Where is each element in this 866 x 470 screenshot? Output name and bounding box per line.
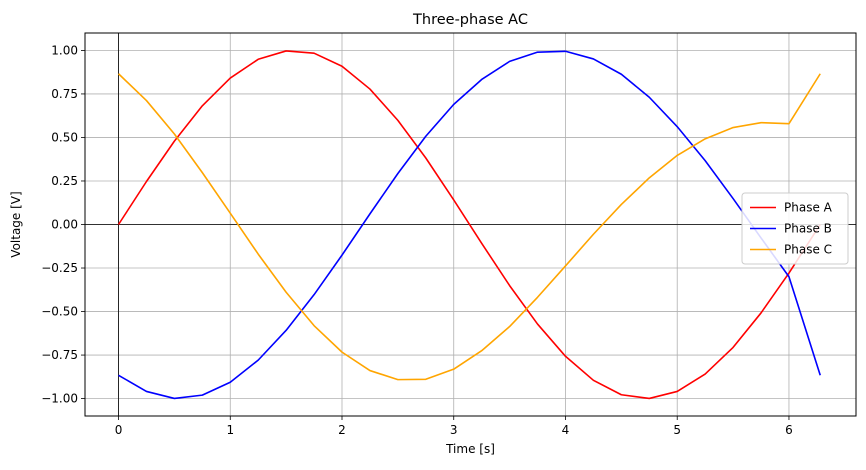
y-tick-label: −0.75 (41, 348, 78, 362)
legend-box (741, 192, 849, 265)
y-tick-label: −0.50 (41, 305, 78, 319)
x-tick-label: 2 (338, 423, 346, 437)
x-axis-label: Time [s] (445, 442, 495, 456)
legend-label: Phase B (784, 222, 832, 236)
series-line-phase-a (117, 50, 821, 400)
series-lines (117, 50, 822, 400)
series-line-phase-c (117, 73, 821, 381)
y-axis-ticks: −1.00 −0.75 −0.50 −0.25 0.00 0.25 0.50 0.75 1.00 (41, 43, 85, 406)
legend: Phase A Phase B Phase C (741, 192, 849, 265)
y-tick-label: 0.50 (51, 130, 78, 144)
y-tick-label: 1.00 (51, 43, 78, 57)
y-tick-label: 0.00 (51, 218, 78, 232)
y-axis-label: Voltage [V] (9, 191, 23, 257)
legend-label: Phase C (784, 243, 832, 257)
x-tick-label: 3 (450, 423, 458, 437)
y-tick-label: 0.25 (51, 174, 78, 188)
x-tick-label: 0 (115, 423, 123, 437)
legend-label: Phase A (784, 201, 833, 215)
x-tick-label: 5 (673, 423, 681, 437)
y-tick-label: 0.75 (51, 87, 78, 101)
y-tick-label: −0.25 (41, 261, 78, 275)
chart-title: Three-phase AC (412, 12, 528, 28)
x-tick-label: 1 (226, 423, 234, 437)
x-tick-label: 4 (562, 423, 570, 437)
y-tick-label: −1.00 (41, 392, 78, 406)
x-tick-label: 6 (785, 423, 793, 437)
series-line-phase-b (118, 50, 822, 400)
x-axis-ticks: 0 1 2 3 4 5 6 (115, 416, 793, 437)
